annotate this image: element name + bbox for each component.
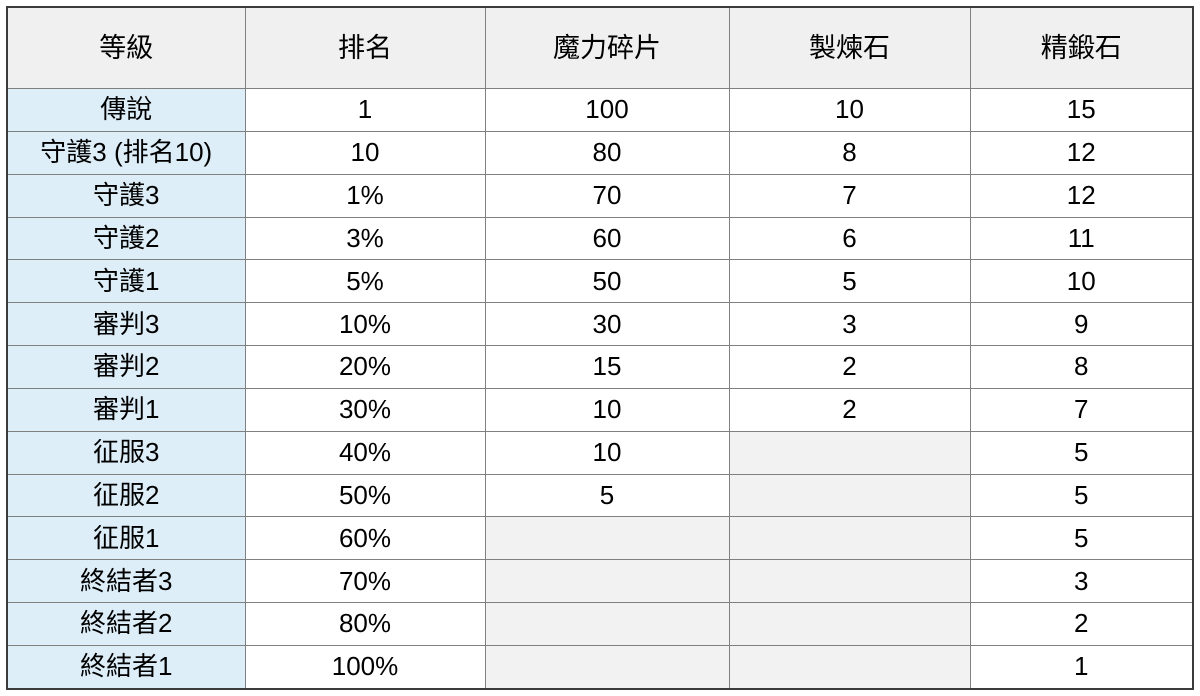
value-cell: 1 (969, 644, 1194, 690)
value-cell: 10 (969, 259, 1194, 304)
value-cell: 12 (969, 130, 1194, 175)
value-cell: 10 (484, 387, 730, 432)
value-cell: 10% (244, 302, 486, 347)
header-cell-rank: 排名 (244, 6, 486, 89)
value-cell: 20% (244, 345, 486, 389)
value-cell: 6 (728, 216, 971, 261)
value-cell: 40% (244, 430, 486, 475)
table-row: 終結者3 70% 3 (6, 559, 1194, 604)
table-row: 征服1 60% 5 (6, 516, 1194, 561)
value-cell: 50% (244, 473, 486, 518)
level-cell: 守護2 (6, 216, 246, 261)
value-cell: 1% (244, 173, 486, 218)
value-cell: 8 (728, 130, 971, 175)
level-cell: 征服2 (6, 473, 246, 518)
value-cell: 10 (728, 88, 971, 132)
value-cell: 1 (244, 88, 486, 132)
level-cell: 守護3 (排名10) (6, 130, 246, 175)
empty-cell (728, 473, 971, 518)
level-cell: 征服3 (6, 430, 246, 475)
value-cell: 15 (484, 345, 730, 389)
table-row: 征服3 40% 10 5 (6, 430, 1194, 475)
value-cell: 70% (244, 559, 486, 604)
value-cell: 9 (969, 302, 1194, 347)
value-cell: 70 (484, 173, 730, 218)
table-row: 審判2 20% 15 2 8 (6, 345, 1194, 389)
header-cell-magic-fragment: 魔力碎片 (484, 6, 730, 89)
level-cell: 終結者2 (6, 602, 246, 646)
value-cell: 80 (484, 130, 730, 175)
header-cell-forging-stone: 精鍛石 (969, 6, 1194, 89)
table-row: 審判3 10% 30 3 9 (6, 302, 1194, 347)
value-cell: 60 (484, 216, 730, 261)
empty-cell (484, 516, 730, 561)
value-cell: 100 (484, 88, 730, 132)
value-cell: 5 (969, 473, 1194, 518)
header-cell-level: 等級 (6, 6, 246, 89)
empty-cell (728, 430, 971, 475)
table-row: 終結者2 80% 2 (6, 602, 1194, 646)
empty-cell (728, 644, 971, 690)
value-cell: 5 (728, 259, 971, 304)
value-cell: 5 (484, 473, 730, 518)
value-cell: 2 (969, 602, 1194, 646)
value-cell: 5% (244, 259, 486, 304)
value-cell: 50 (484, 259, 730, 304)
value-cell: 80% (244, 602, 486, 646)
empty-cell (728, 559, 971, 604)
level-cell: 守護1 (6, 259, 246, 304)
value-cell: 60% (244, 516, 486, 561)
value-cell: 8 (969, 345, 1194, 389)
value-cell: 5 (969, 516, 1194, 561)
value-cell: 2 (728, 387, 971, 432)
header-row: 等級 排名 魔力碎片 製煉石 精鍛石 (6, 6, 1194, 89)
table-row: 守護1 5% 50 5 10 (6, 259, 1194, 304)
value-cell: 2 (728, 345, 971, 389)
table-row: 守護3 1% 70 7 12 (6, 173, 1194, 218)
level-cell: 征服1 (6, 516, 246, 561)
table-row: 傳說 1 100 10 15 (6, 88, 1194, 132)
table-row: 審判1 30% 10 2 7 (6, 387, 1194, 432)
value-cell: 7 (728, 173, 971, 218)
level-cell: 審判3 (6, 302, 246, 347)
value-cell: 12 (969, 173, 1194, 218)
empty-cell (484, 602, 730, 646)
table-row: 終結者1 100% 1 (6, 644, 1194, 690)
value-cell: 3 (969, 559, 1194, 604)
header-cell-refining-stone: 製煉石 (728, 6, 971, 89)
level-cell: 終結者3 (6, 559, 246, 604)
table-row: 守護2 3% 60 6 11 (6, 216, 1194, 261)
value-cell: 10 (484, 430, 730, 475)
value-cell: 5 (969, 430, 1194, 475)
value-cell: 30% (244, 387, 486, 432)
value-cell: 3 (728, 302, 971, 347)
table-body: 傳說 1 100 10 15 守護3 (排名10) 10 80 8 12 守護3 1% 70 7 12 守護2… (6, 88, 1194, 690)
value-cell: 30 (484, 302, 730, 347)
level-cell: 守護3 (6, 173, 246, 218)
empty-cell (728, 516, 971, 561)
table-row: 征服2 50% 5 5 (6, 473, 1194, 518)
value-cell: 10 (244, 130, 486, 175)
empty-cell (484, 644, 730, 690)
value-cell: 11 (969, 216, 1194, 261)
empty-cell (484, 559, 730, 604)
table-row: 守護3 (排名10) 10 80 8 12 (6, 130, 1194, 175)
level-cell: 終結者1 (6, 644, 246, 690)
reward-table: 等級 排名 魔力碎片 製煉石 精鍛石 傳說 1 100 10 15 守護3 (排名10) 1… (6, 6, 1194, 690)
value-cell: 7 (969, 387, 1194, 432)
value-cell: 15 (969, 88, 1194, 132)
level-cell: 審判1 (6, 387, 246, 432)
value-cell: 3% (244, 216, 486, 261)
empty-cell (728, 602, 971, 646)
value-cell: 100% (244, 644, 486, 690)
level-cell: 審判2 (6, 345, 246, 389)
level-cell: 傳說 (6, 88, 246, 132)
